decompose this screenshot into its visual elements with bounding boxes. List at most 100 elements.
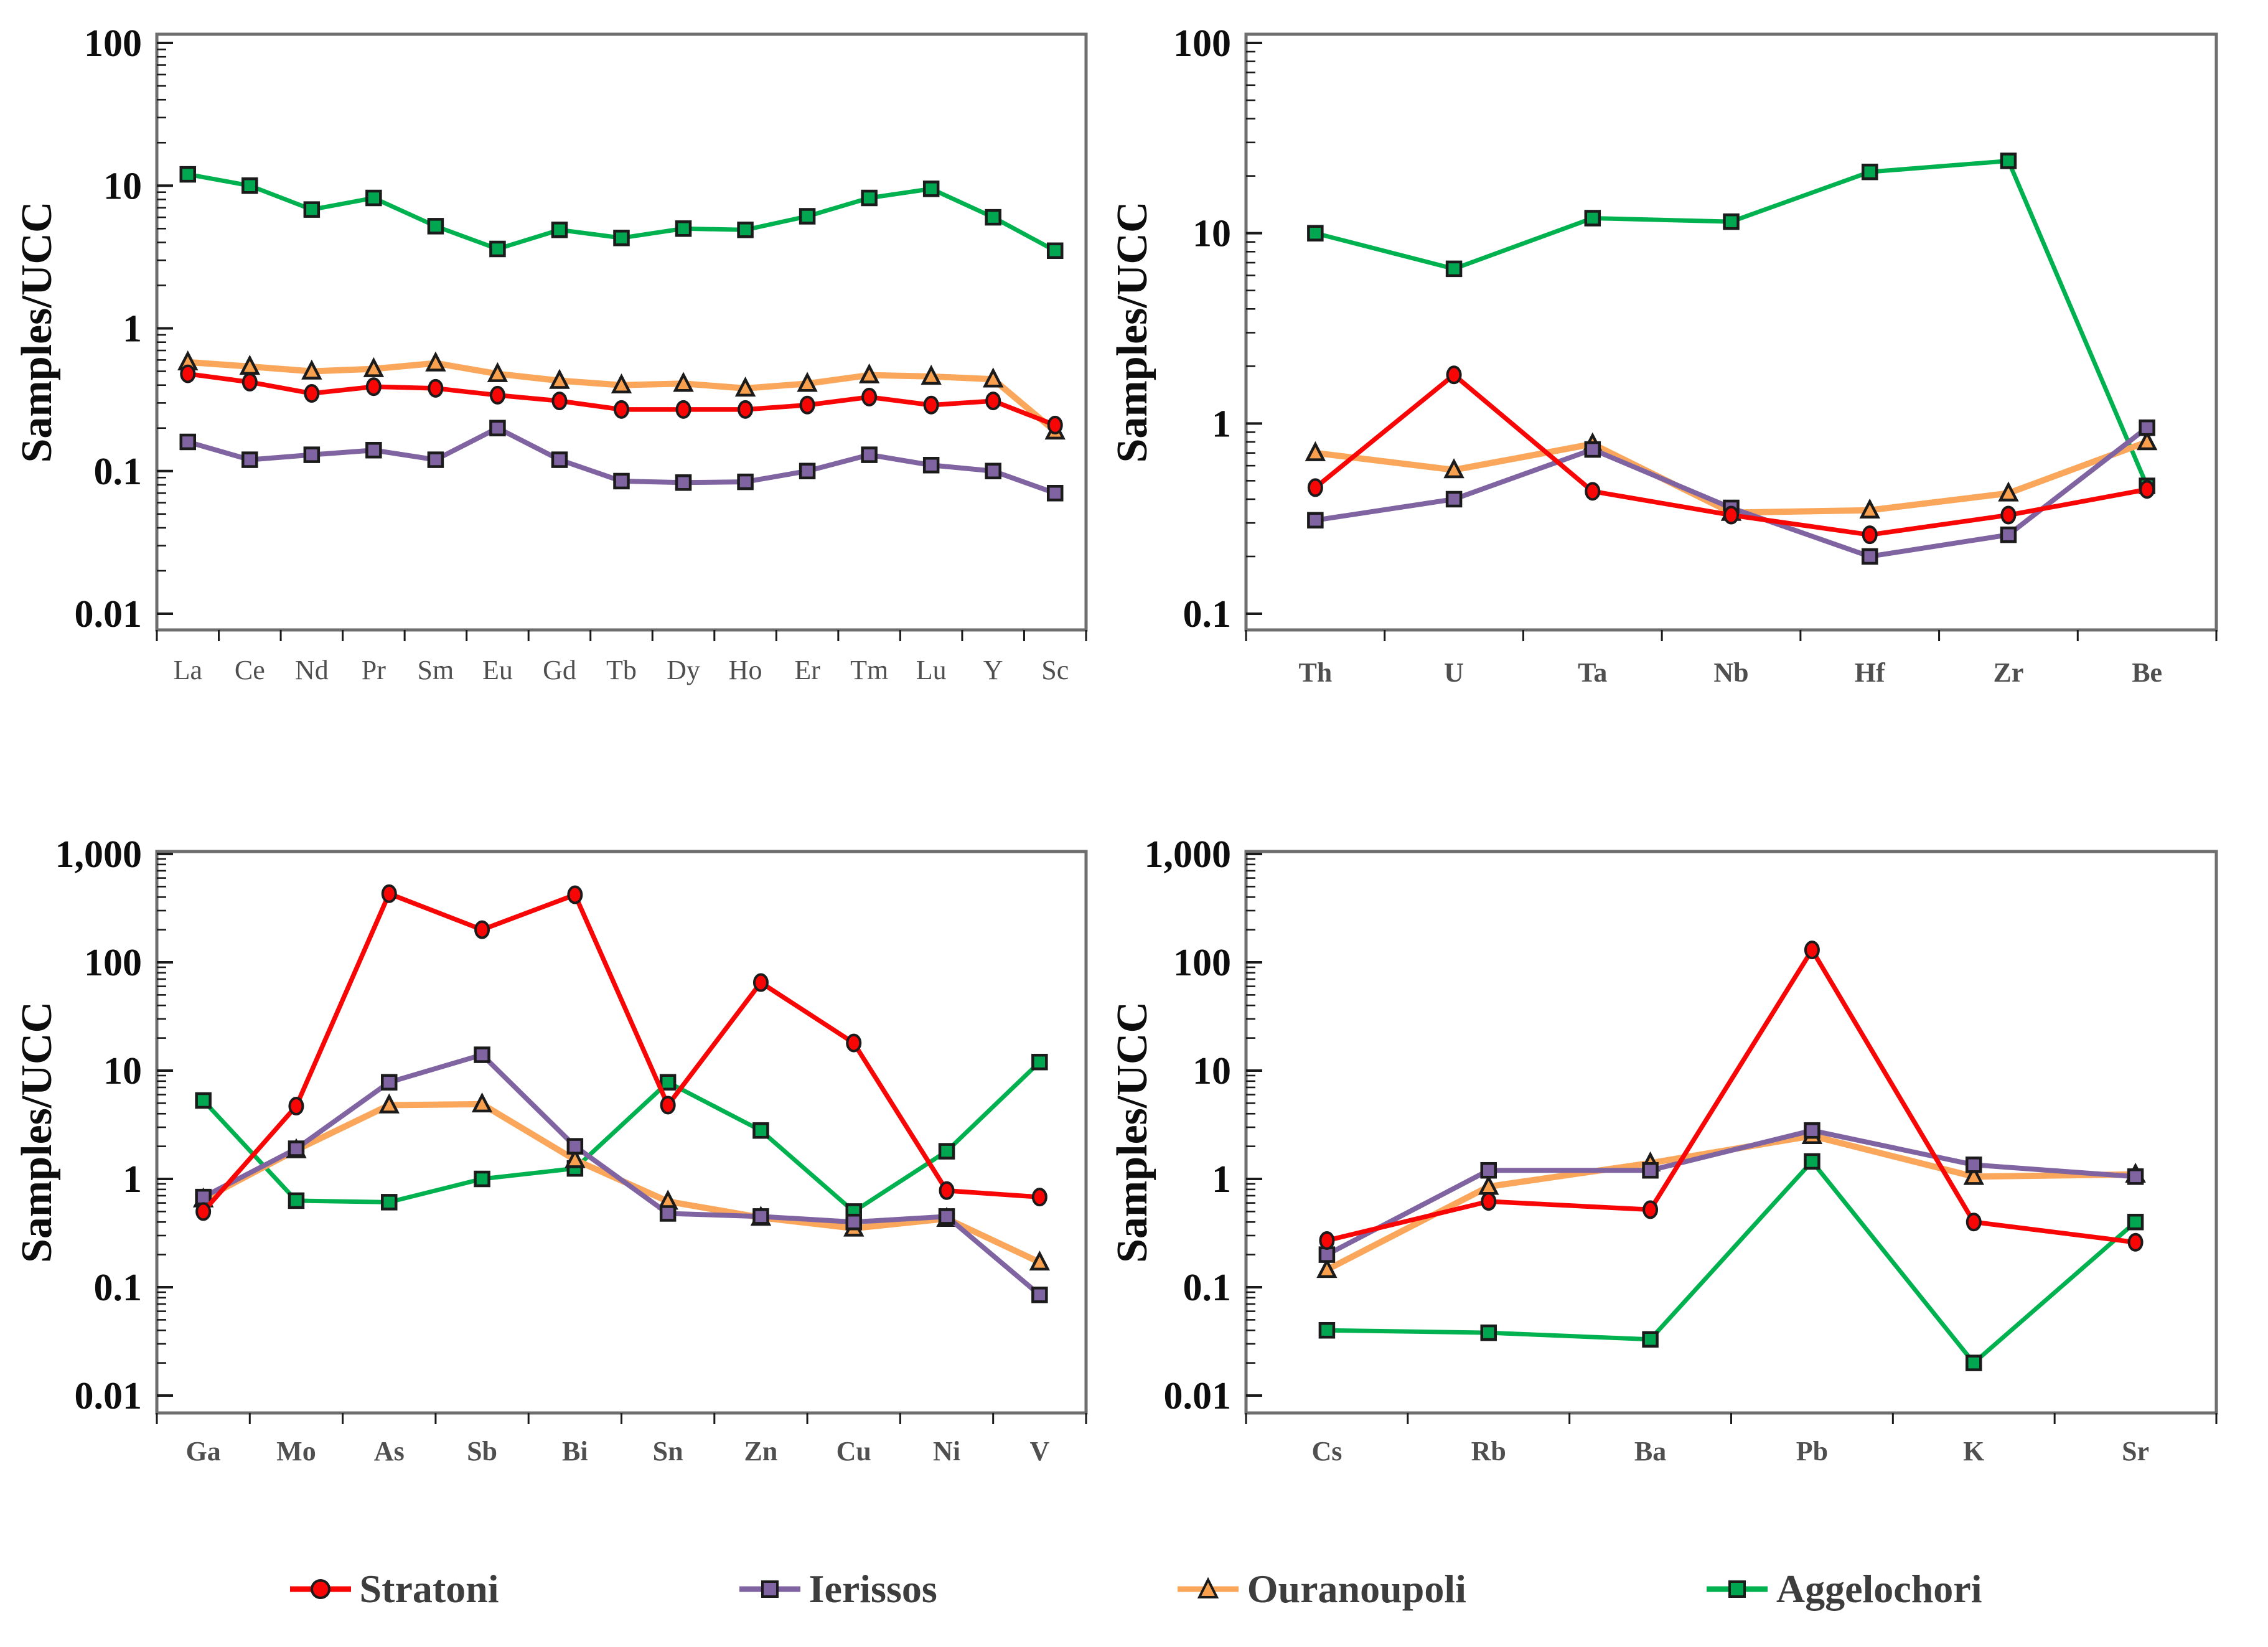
- series-ierissos: [1307, 419, 2155, 565]
- x-axis: Cs Rb Ba Pb K Sr: [1245, 1413, 2218, 1466]
- data-point-marker: [1481, 1192, 1497, 1211]
- y-axis: 0.01 0.1 1 10 100 1,000: [55, 833, 173, 1417]
- data-point-marker: [734, 376, 756, 397]
- data-point-marker: [1031, 1188, 1047, 1207]
- data-point-marker: [1966, 1157, 1982, 1173]
- y-tick-label: 100: [84, 942, 142, 984]
- data-point-marker: [922, 457, 940, 474]
- data-point-marker: [2127, 1213, 2144, 1231]
- data-point-marker: [565, 1148, 586, 1168]
- data-point-marker: [922, 181, 940, 197]
- data-point-marker: [2127, 1232, 2144, 1252]
- data-point-marker: [1445, 490, 1463, 508]
- data-point-marker: [737, 473, 754, 490]
- x-category-label: Zn: [744, 1436, 778, 1466]
- y-axis-title: Samples/UCC: [1108, 1002, 1156, 1263]
- series-ierissos: [179, 420, 1064, 502]
- x-category-label: Ta: [1578, 657, 1607, 688]
- legend-label: Aggelochori: [1776, 1567, 1982, 1611]
- data-point-marker: [675, 400, 691, 419]
- y-axis: 0.01 0.1 1 10 100 1,000: [1145, 833, 1262, 1417]
- data-point-marker: [304, 384, 320, 403]
- data-point-marker: [195, 1202, 212, 1221]
- data-point-marker: [474, 1046, 490, 1063]
- y-tick-label: 10: [1193, 1050, 1231, 1092]
- x-category-label: Sr: [2122, 1436, 2149, 1466]
- data-point-marker: [738, 400, 754, 419]
- x-category-label: Er: [794, 655, 820, 685]
- x-category-label: Ho: [729, 655, 762, 685]
- data-point-marker: [1307, 225, 1324, 242]
- series-ierissos: [1318, 1122, 2144, 1263]
- y-axis-title: Samples/UCC: [13, 201, 61, 462]
- chart-panel-hfse: 0.1 1 10 100 Th U Ta Nb Hf Zr Be Samples/UCC: [1108, 0, 2268, 741]
- x-category-label: Tm: [850, 655, 888, 685]
- data-point-marker: [381, 1194, 398, 1211]
- data-point-marker: [551, 222, 568, 238]
- legend-marker-triangle-icon: [1177, 1577, 1239, 1598]
- data-point-marker: [752, 1122, 769, 1139]
- x-category-label: Tb: [606, 655, 637, 685]
- data-point-marker: [241, 177, 258, 194]
- data-point-marker: [858, 363, 880, 383]
- data-point-marker: [1585, 482, 1601, 501]
- data-point-marker: [1963, 1165, 1984, 1185]
- data-point-marker: [982, 367, 1004, 388]
- data-point-marker: [797, 372, 818, 392]
- series-line: [201, 1059, 1042, 1214]
- x-category-label: Bi: [562, 1436, 588, 1466]
- x-category-label: Rb: [1471, 1436, 1506, 1466]
- x-category-label: Gd: [543, 655, 576, 685]
- x-category-label: Hf: [1855, 657, 1886, 688]
- data-point-marker: [1047, 415, 1063, 434]
- x-category-label: Ga: [186, 1436, 221, 1466]
- y-tick-label: 1,000: [55, 833, 143, 876]
- legend-marker-square-icon: [739, 1580, 800, 1598]
- data-point-marker: [489, 385, 505, 405]
- data-point-marker: [1998, 481, 2019, 502]
- data-point-marker: [2000, 152, 2017, 169]
- data-point-marker: [381, 884, 397, 903]
- data-point-marker: [1031, 1053, 1048, 1071]
- chart-lile-spider: 0.01 0.1 1 10 100 1,000 Cs Rb Ba Pb K Sr Samples/UCC: [1108, 833, 2218, 1466]
- data-point-marker: [425, 351, 446, 372]
- data-point-marker: [427, 451, 444, 468]
- data-point-marker: [551, 451, 568, 468]
- data-point-marker: [613, 472, 630, 490]
- y-axis: 0.1 1 10 100: [1173, 22, 1262, 636]
- x-category-label: Sm: [418, 655, 454, 685]
- x-category-label: Zr: [1993, 657, 2023, 688]
- data-point-marker: [659, 1205, 677, 1222]
- data-point-marker: [428, 378, 444, 398]
- data-point-marker: [1804, 941, 1820, 960]
- x-category-label: Pr: [362, 655, 386, 685]
- data-point-marker: [985, 209, 1001, 226]
- data-point-marker: [378, 1093, 400, 1114]
- x-category-label: Nb: [1713, 657, 1748, 688]
- data-point-marker: [939, 1181, 955, 1200]
- chart-ree-spider: 0.01 0.1 1 10 100 La Ce Nd Pr Sm Eu Gd Tb Dy Ho Er Tm Lu Y…: [13, 22, 1088, 685]
- data-point-marker: [1966, 1354, 1982, 1371]
- x-category-label: Pb: [1796, 1436, 1828, 1466]
- data-point-marker: [1584, 441, 1601, 458]
- data-point-marker: [985, 392, 1001, 411]
- data-point-marker: [752, 973, 769, 992]
- data-point-marker: [487, 362, 508, 382]
- series-ierissos: [195, 1046, 1048, 1303]
- data-point-marker: [985, 462, 1001, 479]
- x-category-label: V: [1029, 1436, 1049, 1466]
- plot-area-border: [1244, 32, 2218, 632]
- data-point-marker: [799, 462, 816, 479]
- data-point-marker: [180, 364, 196, 383]
- data-point-marker: [1859, 498, 1880, 518]
- data-point-marker: [1642, 1161, 1659, 1179]
- y-tick-label: 1: [1212, 403, 1231, 445]
- x-category-label: Mo: [276, 1436, 316, 1466]
- data-point-marker: [241, 372, 258, 392]
- chart-panel-lile: 0.01 0.1 1 10 100 1,000 Cs Rb Ba Pb K Sr Samples/UCC: [1108, 809, 2268, 1550]
- y-tick-label: 1: [1212, 1158, 1231, 1201]
- data-point-marker: [2000, 505, 2017, 525]
- data-point-marker: [752, 1208, 769, 1225]
- series-stratoni: [180, 364, 1063, 434]
